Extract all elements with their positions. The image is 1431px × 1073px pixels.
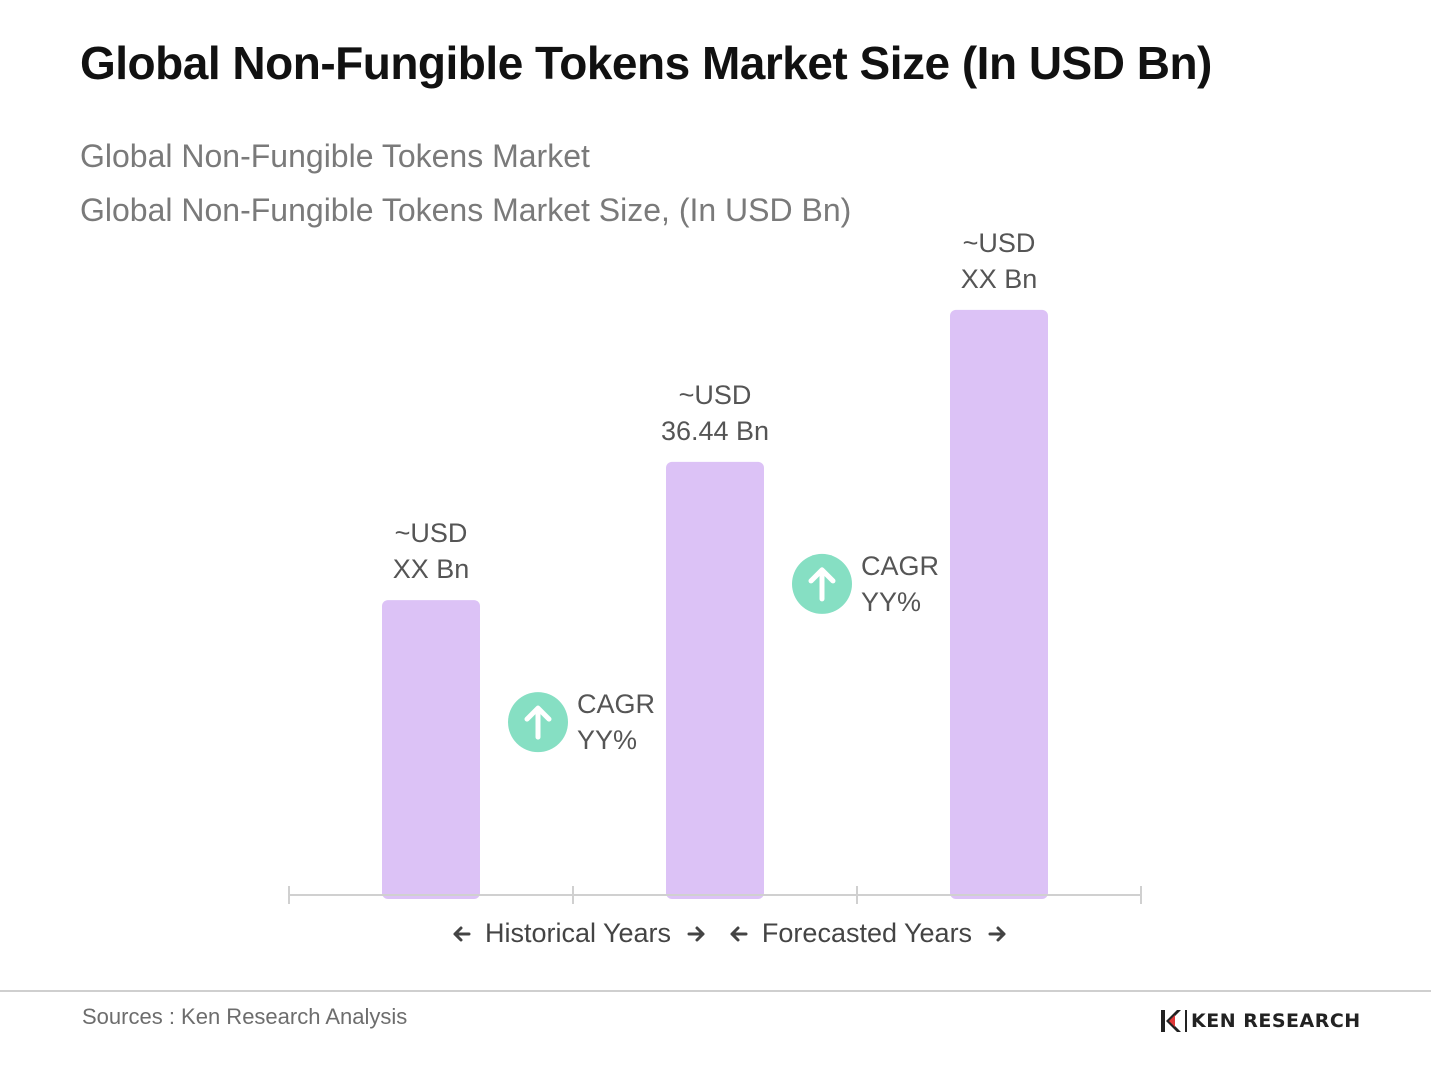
ken-research-logo: KEN RESEARCH — [1160, 1008, 1361, 1034]
cagr-badge-2: CAGR YY% — [792, 551, 939, 617]
cagr-label: CAGR — [861, 551, 939, 581]
logo-separator — [1185, 1010, 1187, 1032]
arrow-up-icon — [808, 567, 836, 602]
logo-wordmark: KEN RESEARCH — [1191, 1010, 1361, 1032]
cagr-label: YY% — [577, 725, 637, 755]
cagr-label: YY% — [861, 587, 921, 617]
chart-title: Global Non-Fungible Tokens Market Size (… — [80, 37, 1212, 89]
bar-3 — [950, 309, 1048, 900]
bar-value-label-2: ~USD — [679, 380, 752, 410]
bar-2 — [666, 461, 764, 899]
chart-subtitle: Global Non-Fungible Tokens Market — [80, 138, 590, 174]
footer-divider — [0, 990, 1431, 992]
bar-value-label-2: 36.44 Bn — [661, 416, 769, 446]
arrow-right-icon — [687, 926, 705, 942]
ken-research-logo-mark-icon — [1161, 1010, 1181, 1032]
bar-value-label-3: ~USD — [963, 228, 1036, 258]
source-note: Sources : Ken Research Analysis — [82, 1004, 408, 1029]
cagr-badge-1: CAGR YY% — [508, 689, 655, 755]
bar-1 — [382, 600, 480, 899]
cagr-label: CAGR — [577, 689, 655, 719]
chart-subtitle-unit: Global Non-Fungible Tokens Market Size, … — [80, 192, 852, 228]
bar-value-label-1: ~USD — [395, 518, 468, 548]
bar-value-label-1: XX Bn — [393, 554, 470, 584]
bar-value-label-3: XX Bn — [961, 264, 1038, 294]
period-label-2: Forecasted Years — [762, 918, 972, 948]
arrow-right-icon — [988, 926, 1006, 942]
arrow-left-icon — [453, 926, 471, 942]
period-label-1: Historical Years — [485, 918, 671, 948]
arrow-up-icon — [524, 705, 552, 740]
arrow-left-icon — [730, 926, 748, 942]
